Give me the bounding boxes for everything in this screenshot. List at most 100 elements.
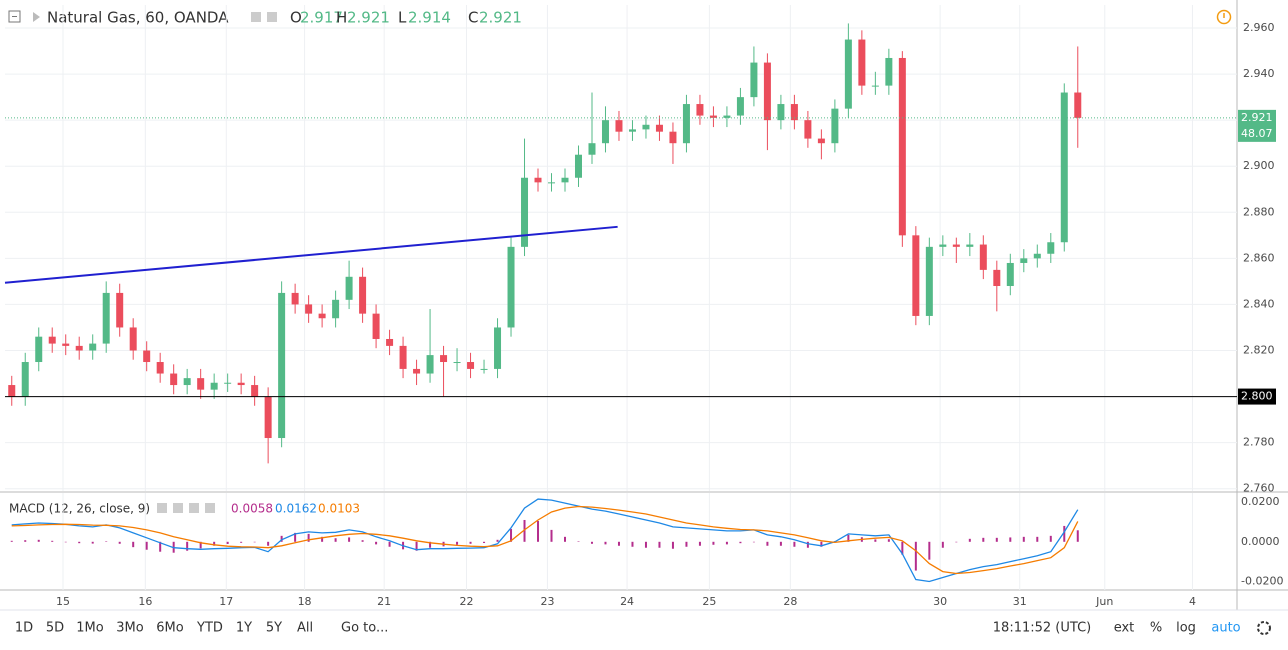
histogram-bar: [51, 540, 54, 542]
candle-body: [858, 39, 866, 86]
x-tick-label: 28: [783, 595, 797, 608]
range-button[interactable]: 1Y: [236, 621, 252, 636]
histogram-bar: [456, 541, 459, 545]
candle-body: [170, 373, 178, 386]
indicator-icon[interactable]: [173, 503, 183, 513]
histogram-bar: [240, 541, 243, 543]
ohlc-value: 2.921: [347, 9, 390, 27]
alert-icon[interactable]: [1216, 9, 1232, 25]
histogram-bar: [145, 541, 148, 550]
histogram-bar: [1049, 535, 1052, 542]
scale-option[interactable]: auto: [1211, 621, 1240, 636]
candle-body: [467, 362, 475, 369]
candle-body: [372, 313, 380, 339]
candle-body: [844, 39, 852, 109]
candle-body: [723, 115, 731, 118]
histogram-bar: [928, 541, 931, 560]
histogram-bar: [995, 537, 998, 542]
range-button[interactable]: 1D: [15, 621, 33, 636]
candle-body: [197, 378, 205, 390]
series-icon[interactable]: [267, 12, 277, 22]
histogram-bar: [590, 541, 593, 544]
histogram-bar: [253, 541, 256, 543]
price-label-box: [1238, 388, 1276, 405]
candle-body: [399, 345, 407, 369]
candle-body: [305, 304, 313, 314]
y-tick-label: 2.880: [1243, 205, 1275, 218]
x-tick-label: 18: [298, 595, 312, 608]
candle-body: [1047, 242, 1055, 254]
ohlc-key: O: [290, 9, 302, 27]
histogram-bar: [955, 541, 958, 543]
x-tick-label: 4: [1189, 595, 1196, 608]
candle-body: [8, 385, 16, 397]
histogram-bar: [968, 538, 971, 542]
histogram-bar: [631, 541, 634, 547]
range-button[interactable]: YTD: [196, 621, 223, 636]
histogram-bar: [564, 536, 566, 542]
x-tick-label: 23: [540, 595, 554, 608]
histogram-bar: [118, 541, 121, 544]
histogram-bar: [698, 541, 701, 546]
candle-body: [318, 313, 326, 319]
candle-body: [790, 104, 798, 121]
candle-body: [1020, 258, 1028, 263]
settings-icon[interactable]: [1257, 621, 1271, 635]
histogram-bar: [294, 532, 297, 542]
histogram-bar: [941, 541, 944, 548]
candle-body: [440, 355, 448, 363]
y-tick-label: 2.860: [1243, 251, 1275, 264]
indicator-icon[interactable]: [157, 503, 167, 513]
scale-option[interactable]: log: [1176, 621, 1196, 636]
range-button[interactable]: 1Mo: [76, 621, 103, 636]
candle-body: [251, 385, 259, 397]
candle-body: [709, 115, 717, 118]
indicator-icon[interactable]: [205, 503, 215, 513]
candle-body: [494, 327, 502, 369]
candle-body: [332, 299, 340, 319]
scale-option[interactable]: %: [1150, 621, 1162, 636]
histogram-bar: [78, 541, 81, 544]
histogram-bar: [91, 541, 94, 544]
clock: 18:11:52 (UTC): [993, 621, 1091, 636]
candle-body: [601, 120, 609, 144]
candle-body: [763, 62, 771, 121]
last-price-box: [1238, 109, 1276, 142]
range-button[interactable]: 5D: [46, 621, 64, 636]
range-button[interactable]: 3Mo: [116, 621, 143, 636]
candle-body: [642, 124, 650, 130]
candle-body: [993, 269, 1001, 287]
candle-body: [75, 345, 83, 351]
histogram-bar: [820, 541, 823, 547]
y-tick-label: 2.900: [1243, 159, 1275, 172]
histogram-bar: [132, 541, 135, 548]
candle-body: [939, 244, 947, 247]
range-button[interactable]: 6Mo: [156, 621, 183, 636]
candle-body: [1060, 92, 1068, 243]
x-tick-label: 21: [377, 595, 391, 608]
histogram-bar: [226, 541, 229, 544]
candle-body: [534, 177, 542, 183]
candle-body: [143, 350, 151, 363]
collapse-icon[interactable]: [8, 10, 21, 23]
histogram-bar: [604, 541, 607, 545]
candle-body: [89, 343, 97, 351]
indicator-icon[interactable]: [189, 503, 199, 513]
histogram-bar: [874, 539, 877, 542]
candle-body: [278, 292, 286, 439]
histogram-bar: [1022, 536, 1025, 542]
histogram-bar: [213, 541, 216, 546]
histogram-bar: [617, 541, 620, 546]
range-button[interactable]: All: [297, 621, 313, 636]
candle-body: [386, 338, 394, 346]
histogram-bar: [199, 541, 202, 549]
scale-option[interactable]: ext: [1114, 621, 1135, 636]
candle-body: [507, 246, 515, 328]
histogram-bar: [1063, 525, 1066, 542]
candle-body: [345, 276, 353, 300]
series-icon[interactable]: [251, 12, 261, 22]
y-tick-label: 2.960: [1243, 21, 1275, 34]
range-button[interactable]: 5Y: [266, 621, 282, 636]
goto-button[interactable]: Go to...: [341, 621, 388, 636]
